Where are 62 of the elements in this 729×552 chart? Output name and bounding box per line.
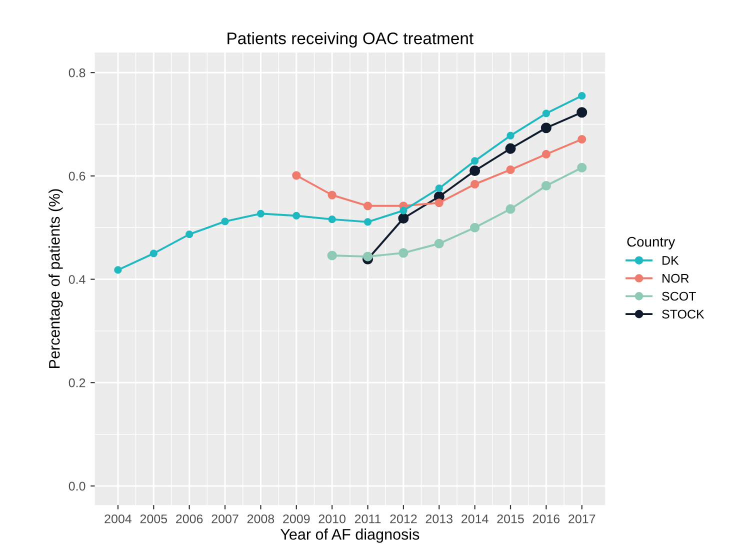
- point: [327, 250, 337, 260]
- point: [540, 122, 552, 134]
- point: [470, 180, 480, 189]
- point: [578, 134, 586, 144]
- legend-title: Country: [627, 236, 676, 250]
- point: [328, 216, 336, 224]
- point: [434, 238, 444, 248]
- y-tick-label: 0.2: [68, 378, 86, 388]
- point: [400, 206, 408, 214]
- x-tick-label: 2012: [390, 514, 417, 524]
- legend-label: NOR: [662, 274, 689, 283]
- point: [363, 202, 372, 210]
- point: [471, 157, 479, 165]
- point: [542, 110, 550, 118]
- point: [506, 204, 516, 214]
- chart-title: Patients receiving OAC treatment: [228, 32, 474, 48]
- x-tick-label: 2010: [318, 514, 346, 524]
- point: [541, 180, 551, 191]
- point: [506, 165, 515, 174]
- y-tick-label: 0.4: [68, 275, 86, 284]
- x-tick-label: 2013: [426, 514, 452, 524]
- legend-label: DK: [662, 256, 679, 265]
- point: [505, 143, 516, 154]
- point: [578, 92, 586, 100]
- point: [292, 171, 301, 180]
- point: [576, 107, 588, 118]
- legend-label: STOCK: [662, 310, 704, 319]
- x-tick-label: 2016: [532, 514, 560, 524]
- point: [434, 198, 444, 208]
- x-tick-label: 2006: [176, 514, 203, 524]
- point: [542, 150, 550, 159]
- point: [186, 230, 194, 238]
- x-tick-label: 2007: [212, 514, 238, 524]
- point: [364, 218, 372, 226]
- point: [577, 162, 587, 172]
- x-tick-label: 2004: [104, 514, 132, 524]
- x-tick-label: 2009: [283, 514, 310, 524]
- y-tick-label: 0.0: [68, 482, 86, 491]
- x-tick-label: 2005: [140, 514, 168, 524]
- point: [470, 222, 480, 232]
- point: [435, 184, 443, 192]
- point: [398, 248, 408, 258]
- point: [221, 218, 229, 226]
- point: [506, 132, 514, 140]
- point: [362, 252, 373, 262]
- x-axis-title: Year of AF diagnosis: [280, 528, 420, 543]
- point: [398, 213, 409, 224]
- x-tick-label: 2011: [354, 514, 381, 524]
- x-tick-label: 2014: [462, 514, 488, 524]
- point: [256, 210, 265, 218]
- point: [114, 266, 122, 274]
- point: [292, 212, 300, 220]
- y-axis-title: Percentage of patients (%): [48, 189, 63, 368]
- point: [470, 165, 480, 176]
- x-tick-label: 2008: [247, 514, 274, 524]
- x-tick-label: 2017: [568, 514, 596, 524]
- y-tick-label: 0.8: [68, 68, 86, 78]
- x-tick-label: 2015: [497, 514, 524, 524]
- y-tick-label: 0.6: [68, 172, 86, 181]
- point: [150, 250, 158, 258]
- legend-label: SCOT: [662, 292, 696, 301]
- point: [328, 190, 336, 200]
